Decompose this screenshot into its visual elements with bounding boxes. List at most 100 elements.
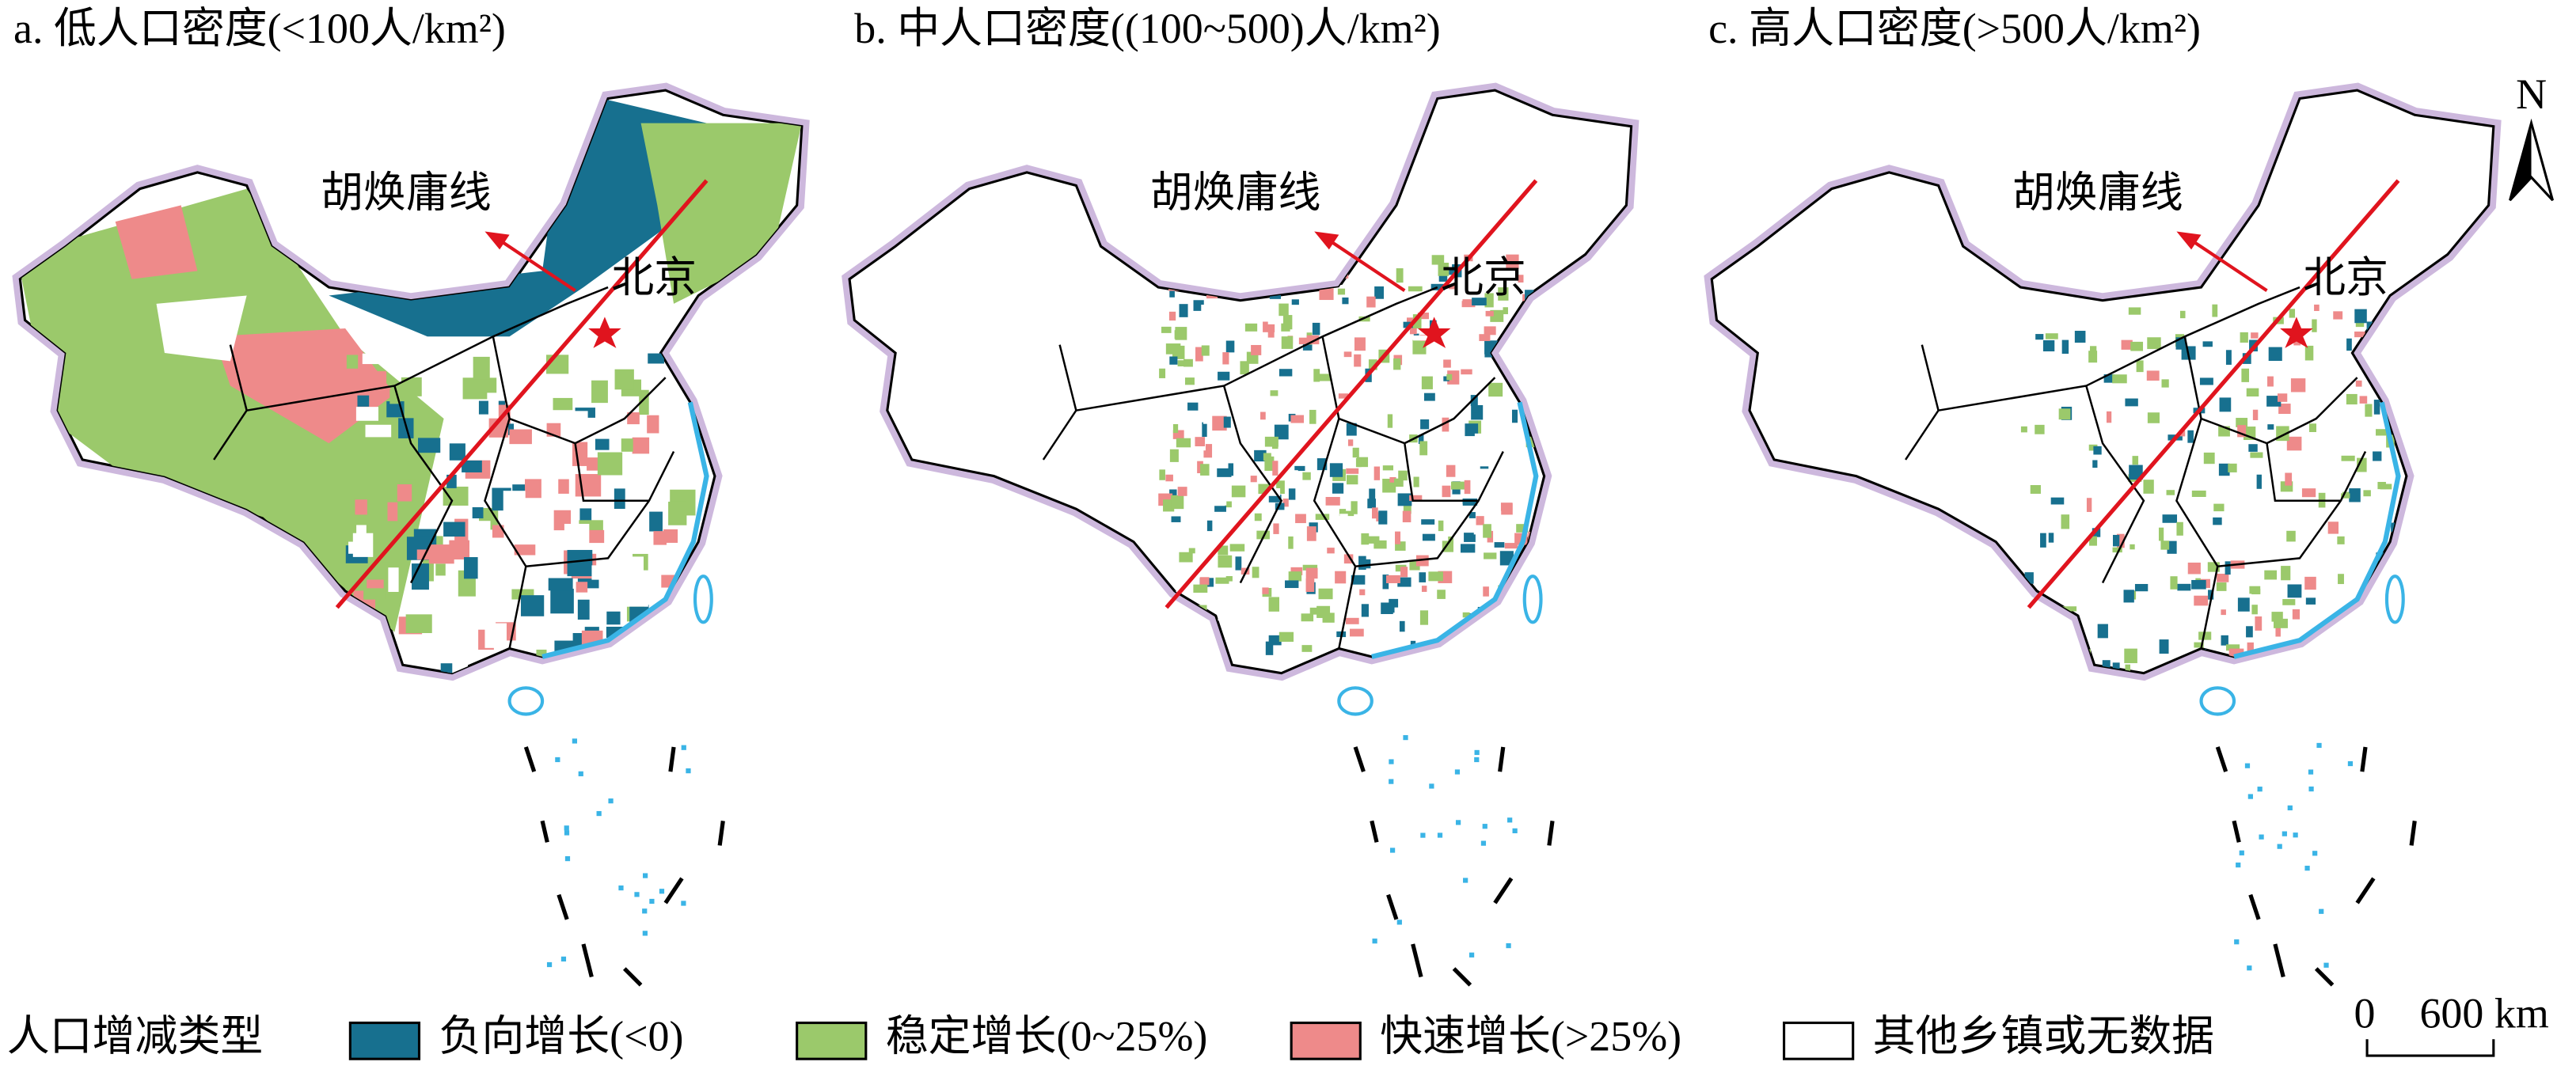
patch (2071, 681, 2084, 696)
patch (2275, 626, 2281, 637)
islet (659, 889, 665, 894)
patch (2216, 582, 2227, 591)
patch (2255, 616, 2263, 631)
patch (2035, 424, 2045, 434)
coast (2233, 401, 2401, 659)
patch (1240, 361, 1249, 375)
patch (1517, 362, 1531, 374)
patch (1282, 499, 1289, 507)
patch (1419, 433, 1430, 439)
patch (2373, 451, 2382, 461)
patch (472, 521, 491, 537)
patch (1329, 463, 1343, 477)
islet (2319, 908, 2324, 914)
patch (357, 395, 370, 407)
patch (1352, 447, 1359, 458)
patch (1316, 634, 1331, 648)
patch (1400, 567, 1408, 578)
arrow-head (2176, 231, 2202, 250)
patch (2278, 404, 2291, 415)
patch (488, 393, 499, 419)
patch (550, 588, 574, 614)
patch (1437, 590, 1446, 599)
patch (1347, 439, 1354, 446)
legend-label: 快速增长(>25%) (1380, 1013, 1681, 1060)
arrow-shaft (2192, 240, 2268, 292)
patch (1218, 608, 1226, 621)
patch (1225, 340, 1235, 353)
patch (663, 529, 678, 543)
patch (2112, 662, 2120, 669)
patch (2290, 378, 2306, 392)
sea-border (523, 746, 725, 987)
patch (602, 506, 625, 519)
patch (2097, 624, 2108, 639)
patch (2212, 304, 2218, 317)
islet (2308, 786, 2314, 792)
patch (1285, 580, 1299, 589)
patch (2088, 444, 2098, 451)
patch (1506, 254, 1519, 269)
patch (1231, 485, 1246, 498)
patch (428, 628, 450, 647)
patch (1419, 441, 1428, 456)
patch (1223, 416, 1231, 428)
patch (2191, 490, 2206, 497)
patch (1412, 339, 1427, 355)
patch (1511, 409, 1518, 423)
patch (356, 525, 367, 551)
patch (1301, 645, 1313, 652)
arrow-head (1314, 231, 1339, 250)
patch (1374, 286, 1385, 299)
hu-line (2027, 179, 2400, 609)
panel-title: b. 中人口密度((100~500)人/km²) (854, 5, 1440, 52)
islet (681, 901, 686, 906)
patch (520, 455, 543, 475)
patch (640, 647, 664, 673)
patch (2247, 642, 2254, 651)
patch (1460, 544, 1476, 553)
patch (1521, 335, 1527, 346)
coast (541, 401, 709, 659)
patch (1254, 449, 1267, 462)
patch (597, 650, 611, 662)
patch (1294, 465, 1305, 472)
panel-title: a. 低人口密度(<100人/km²) (13, 5, 506, 52)
city-label: 北京 (2303, 254, 2388, 301)
patch (2327, 521, 2339, 534)
coast (1371, 401, 1539, 659)
patch (1451, 292, 1463, 301)
islet (642, 908, 648, 914)
patch (606, 611, 621, 625)
patch (1193, 584, 1208, 593)
hu-line (335, 179, 709, 609)
patch (1472, 407, 1479, 413)
patch (2202, 341, 2213, 347)
patch (1288, 571, 1302, 582)
patch (1395, 531, 1401, 544)
patch (1339, 514, 1348, 528)
patch (1263, 568, 1269, 581)
patch (1447, 370, 1460, 385)
patch (1523, 640, 1535, 651)
patch (345, 640, 359, 662)
patch (1443, 359, 1451, 368)
island (2199, 686, 2236, 716)
patch (2385, 631, 2399, 646)
patch (1355, 457, 1362, 468)
patch (647, 415, 659, 434)
patch (2191, 579, 2206, 590)
line-label: 胡焕庸线 (321, 169, 492, 216)
islet (2287, 805, 2293, 811)
patch (1263, 269, 1271, 276)
islet (643, 873, 648, 878)
patch (1367, 499, 1376, 509)
patch (632, 437, 650, 454)
patch (1190, 272, 1198, 283)
patch (2241, 368, 2250, 382)
patch (1465, 423, 1479, 437)
islet (618, 885, 624, 891)
patch (348, 662, 370, 673)
patch (1225, 436, 1237, 449)
